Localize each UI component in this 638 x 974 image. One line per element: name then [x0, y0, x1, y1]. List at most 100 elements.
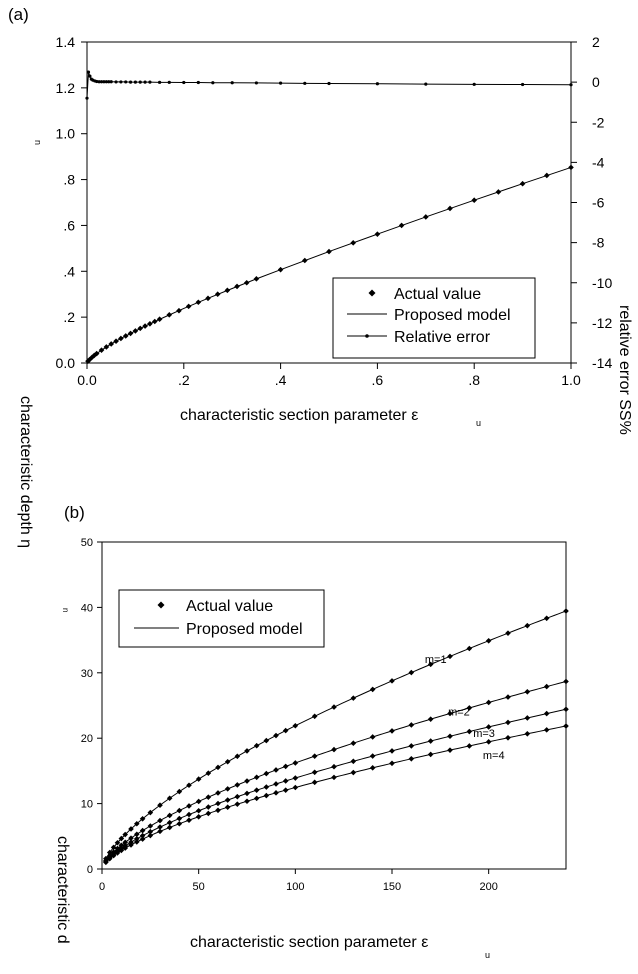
y-tick-label: .8: [63, 172, 75, 188]
legend: Actual value Proposed model Relative err…: [332, 277, 536, 359]
data-point-m=1: [147, 809, 154, 816]
data-point-m=2: [447, 710, 453, 717]
curve-labels: m=1 m=2m=3 m=4: [425, 654, 505, 762]
x-tick-label: .2: [178, 372, 190, 388]
data-point-actual-value: [98, 347, 105, 353]
data-point-m=1: [263, 737, 270, 744]
data-point-relative-error: [424, 82, 428, 86]
curve-label: m=4: [483, 750, 505, 762]
data-point-m=3: [350, 758, 357, 765]
data-point-m=2: [186, 803, 192, 809]
data-point-m=1: [427, 661, 434, 668]
data-point-m=1: [106, 849, 113, 856]
data-point-actual-value: [195, 299, 202, 306]
data-point-m=3: [331, 763, 337, 770]
data-point-actual-value: [176, 307, 182, 314]
data-point-m=3: [195, 807, 202, 814]
x-tick-label: .4: [275, 372, 287, 388]
data-point-m=2: [234, 782, 241, 788]
series-lines: [105, 610, 567, 863]
data-point-m=4: [244, 798, 250, 805]
y-axis-label-superscript: n: [61, 608, 70, 612]
data-point-m=2: [389, 728, 395, 734]
data-point-m=1: [122, 831, 128, 838]
data-point-m=1: [408, 669, 415, 676]
data-point-m=2: [147, 823, 154, 829]
data-point-m=3: [447, 733, 453, 740]
data-point-actual-value: [147, 320, 153, 327]
data-point-m=1: [215, 764, 221, 771]
data-point-m=2: [466, 705, 473, 711]
data-point-actual-value: [142, 323, 148, 329]
data-point-relative-error: [104, 80, 108, 84]
data-point-relative-error: [182, 80, 186, 85]
y2-axis-label: relative error SS%: [616, 305, 633, 435]
data-point-m=4: [157, 828, 163, 835]
data-point-actual-value: [374, 231, 381, 237]
plot-area-frame: [86, 41, 572, 364]
data-point-m=2: [215, 790, 221, 796]
data-point-m=1: [139, 816, 146, 822]
data-point-m=2: [369, 734, 376, 740]
data-point-relative-error: [472, 82, 476, 86]
y2-tick-label: -6: [592, 195, 605, 211]
data-point-actual-value: [253, 276, 260, 282]
data-point-m=1: [234, 753, 241, 760]
legend-box: [332, 277, 536, 359]
data-point-actual-value: [156, 316, 163, 323]
y2-tick-label: -4: [592, 154, 605, 170]
data-point-actual-value: [224, 287, 231, 294]
data-point-m=1: [485, 637, 492, 644]
y-tick-label: 30: [81, 668, 93, 680]
data-point-m=2: [408, 722, 415, 728]
data-point-m=2: [505, 694, 511, 700]
data-point-m=4: [110, 852, 117, 859]
data-point-m=1: [369, 686, 376, 693]
x-axis-ticks: 0 50 100 150 200: [99, 869, 498, 893]
data-point-m=4: [427, 751, 434, 758]
data-point-m=3: [157, 824, 163, 830]
data-point-m=1: [447, 653, 453, 660]
legend-label-actual-value: Actual value: [394, 286, 481, 303]
data-point-relative-error: [86, 70, 91, 74]
data-point-m=4: [106, 855, 113, 862]
data-point-m=4: [114, 850, 121, 856]
data-point-m=1: [505, 630, 511, 636]
data-point-m=4: [447, 747, 453, 753]
data-point-m=1: [128, 826, 134, 832]
data-point-m=3: [234, 793, 241, 800]
data-point-m=1: [282, 727, 289, 734]
data-point-m=2: [331, 746, 337, 753]
data-point-relative-error: [167, 80, 171, 84]
data-point-m=4: [282, 787, 289, 793]
y2-axis-ticks: 2 0 -2 -4 -6 -8 -10 -12 -14: [571, 34, 612, 371]
data-point-m=3: [134, 835, 140, 842]
y2-tick-label: -8: [592, 235, 605, 251]
data-point-m=4: [234, 801, 241, 807]
data-point-m=1: [118, 835, 125, 842]
curve-label: m=1: [425, 654, 447, 666]
data-point-actual-value: [214, 291, 221, 298]
data-point-m=1: [331, 704, 337, 710]
data-point-m=4: [128, 842, 134, 848]
data-point-m=3: [253, 787, 260, 793]
data-point-actual-value: [122, 333, 129, 339]
data-point-actual-value: [471, 197, 477, 204]
x-axis-ticks: 0.0 .2 .4 .6 .8 1.0: [77, 363, 581, 388]
y-tick-label: .2: [63, 309, 75, 325]
data-point-m=1: [350, 695, 357, 701]
y-tick-label: 1.4: [56, 34, 76, 50]
data-point-m=1: [134, 820, 140, 827]
y-tick-label: 0: [87, 864, 93, 876]
data-point-actual-value: [350, 240, 356, 246]
y-tick-label: 1.2: [56, 80, 76, 96]
data-point-m=3: [466, 728, 473, 735]
data-point-relative-error: [119, 80, 123, 84]
x-tick-label: 150: [383, 881, 401, 893]
x-tick-label: 1.0: [561, 372, 581, 388]
x-tick-label: 100: [286, 881, 304, 893]
data-point-actual-value: [302, 257, 308, 264]
data-point-m=2: [139, 827, 146, 834]
data-point-m=3: [505, 719, 511, 726]
